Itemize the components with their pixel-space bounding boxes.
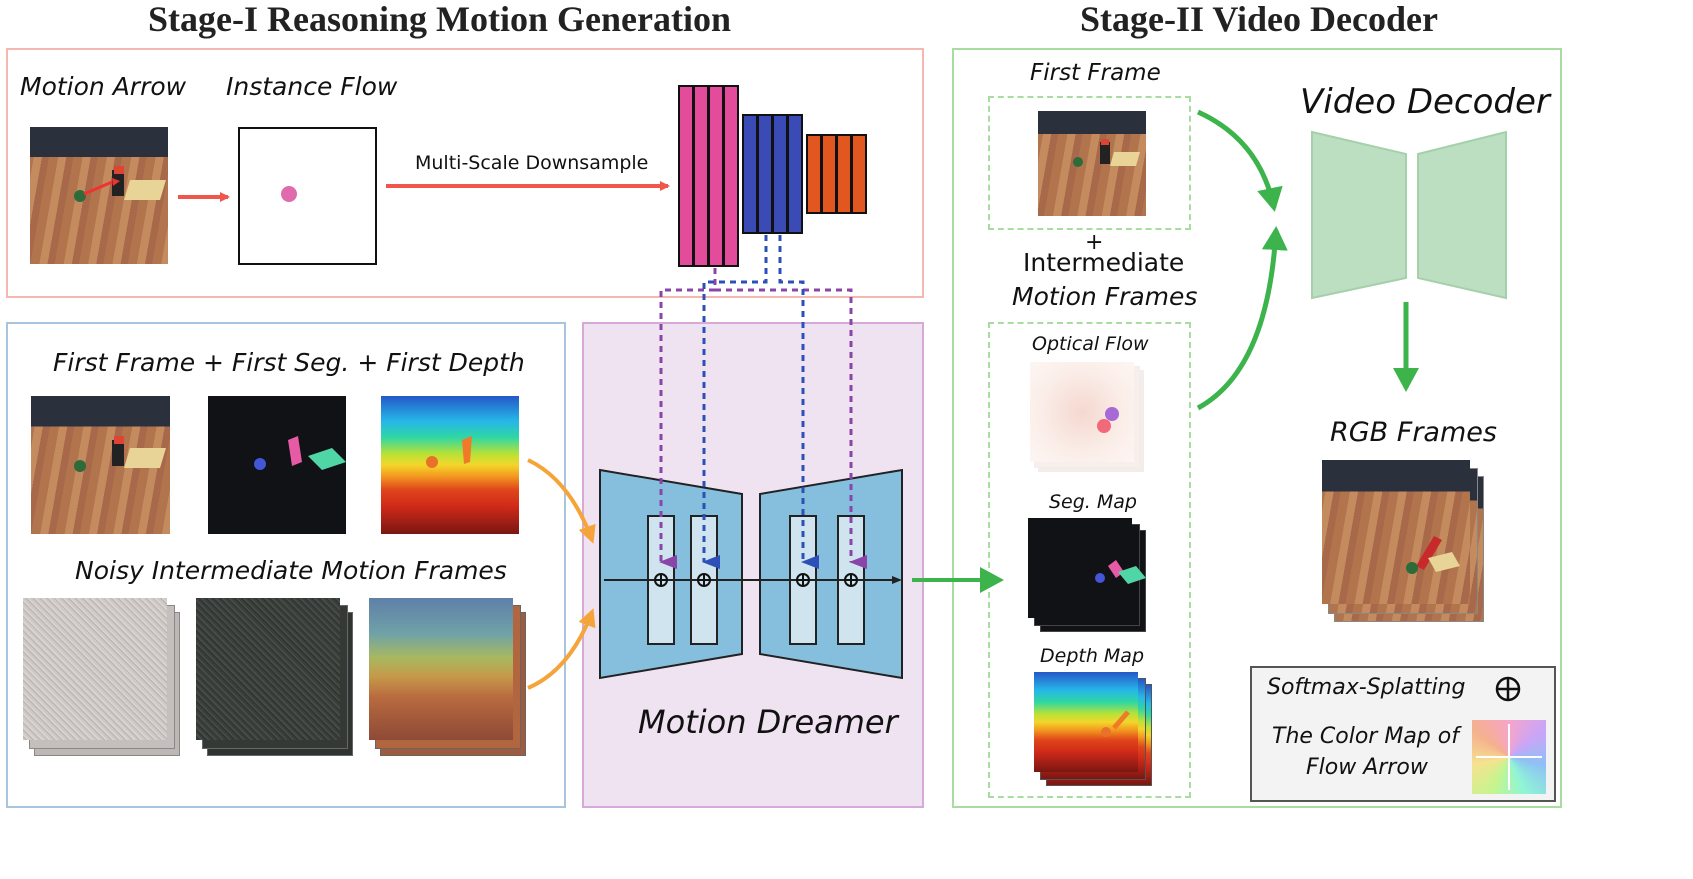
unet-flow-arrowhead: [892, 576, 902, 584]
first-seg-objects: [254, 436, 346, 470]
legend-softmax-label: Softmax-Splatting: [1267, 675, 1466, 700]
stage2-title: Stage-II Video Decoder: [1080, 0, 1438, 39]
legend-colormap-line1: The Color Map of: [1272, 724, 1459, 749]
first-inputs-label: First Frame + First Seg. + First Depth: [53, 348, 525, 377]
unet-decoder: [759, 468, 903, 680]
noisy-seg-image: [196, 598, 340, 740]
optical-flow-label: Optical Flow: [1032, 333, 1149, 355]
instance-flow-dot: [281, 186, 297, 202]
purple-dashed-connections: [659, 268, 867, 569]
rgb-frames-label: RGB Frames: [1330, 417, 1497, 448]
stage1-bottom-panel: [6, 322, 566, 808]
first-depth-objects: [426, 436, 472, 468]
noisy-frames-label: Noisy Intermediate Motion Frames: [75, 556, 507, 585]
noisy-rgb-image: [23, 598, 167, 740]
depth-map-objects: [1101, 710, 1130, 737]
intermediate-dashed-box: [988, 322, 1191, 798]
legend-colormap-line2: Flow Arrow: [1306, 755, 1428, 780]
stage2-panel: [952, 48, 1562, 808]
intermediate-label-1: Intermediate: [1023, 248, 1185, 277]
orange-arrow-top: [527, 458, 596, 544]
video-decoder-left: [1311, 130, 1407, 300]
stage1-title: Stage-I Reasoning Motion Generation: [148, 0, 731, 39]
blue-dashed-connections: [702, 235, 819, 569]
plus-label: +: [1085, 230, 1104, 255]
noisy-depth-image: [369, 598, 513, 740]
seg-map-label: Seg. Map: [1049, 491, 1137, 513]
video-decoder-label: Video Decoder: [1300, 82, 1550, 122]
first-frame-dashed-box: [988, 96, 1191, 230]
green-arrow-first-frame-to-decoder: [1196, 109, 1283, 212]
rgb-frame-objects: [1406, 536, 1460, 574]
instance-flow-image: [238, 127, 377, 265]
green-arrow-intermediate-to-decoder: [1196, 226, 1288, 411]
motion-dreamer-label: Motion Dreamer: [638, 703, 898, 741]
motion-arrow-label: Motion Arrow: [20, 72, 187, 101]
blue-feature-blocks: [742, 114, 803, 234]
softmax-splat-symbols: [654, 573, 858, 587]
stage2-first-frame-objects: [1073, 139, 1140, 167]
depth-map-label: Depth Map: [1040, 645, 1145, 667]
orange-feature-blocks: [806, 134, 867, 214]
video-decoder-right: [1417, 130, 1507, 300]
first-frame-label: First Frame: [1030, 60, 1161, 86]
rgb-frames-image: [1322, 460, 1470, 604]
color-wheel-crosshair: [1476, 724, 1542, 790]
legend-splat-symbol: [1495, 676, 1521, 702]
instance-flow-label: Instance Flow: [226, 72, 398, 101]
seg-map-objects: [1095, 560, 1146, 584]
stage1-top-panel: [6, 48, 924, 298]
motion-arrow-scene-objects: [74, 166, 166, 202]
first-frame-objects: [74, 436, 166, 472]
first-depth-image: [381, 396, 519, 534]
downsample-label: Multi-Scale Downsample: [415, 152, 649, 174]
intermediate-label-2: Motion Frames: [1012, 282, 1198, 311]
orange-arrow-bottom: [527, 608, 596, 690]
pink-feature-blocks: [678, 85, 739, 267]
optical-flow-blob: [1097, 407, 1119, 433]
